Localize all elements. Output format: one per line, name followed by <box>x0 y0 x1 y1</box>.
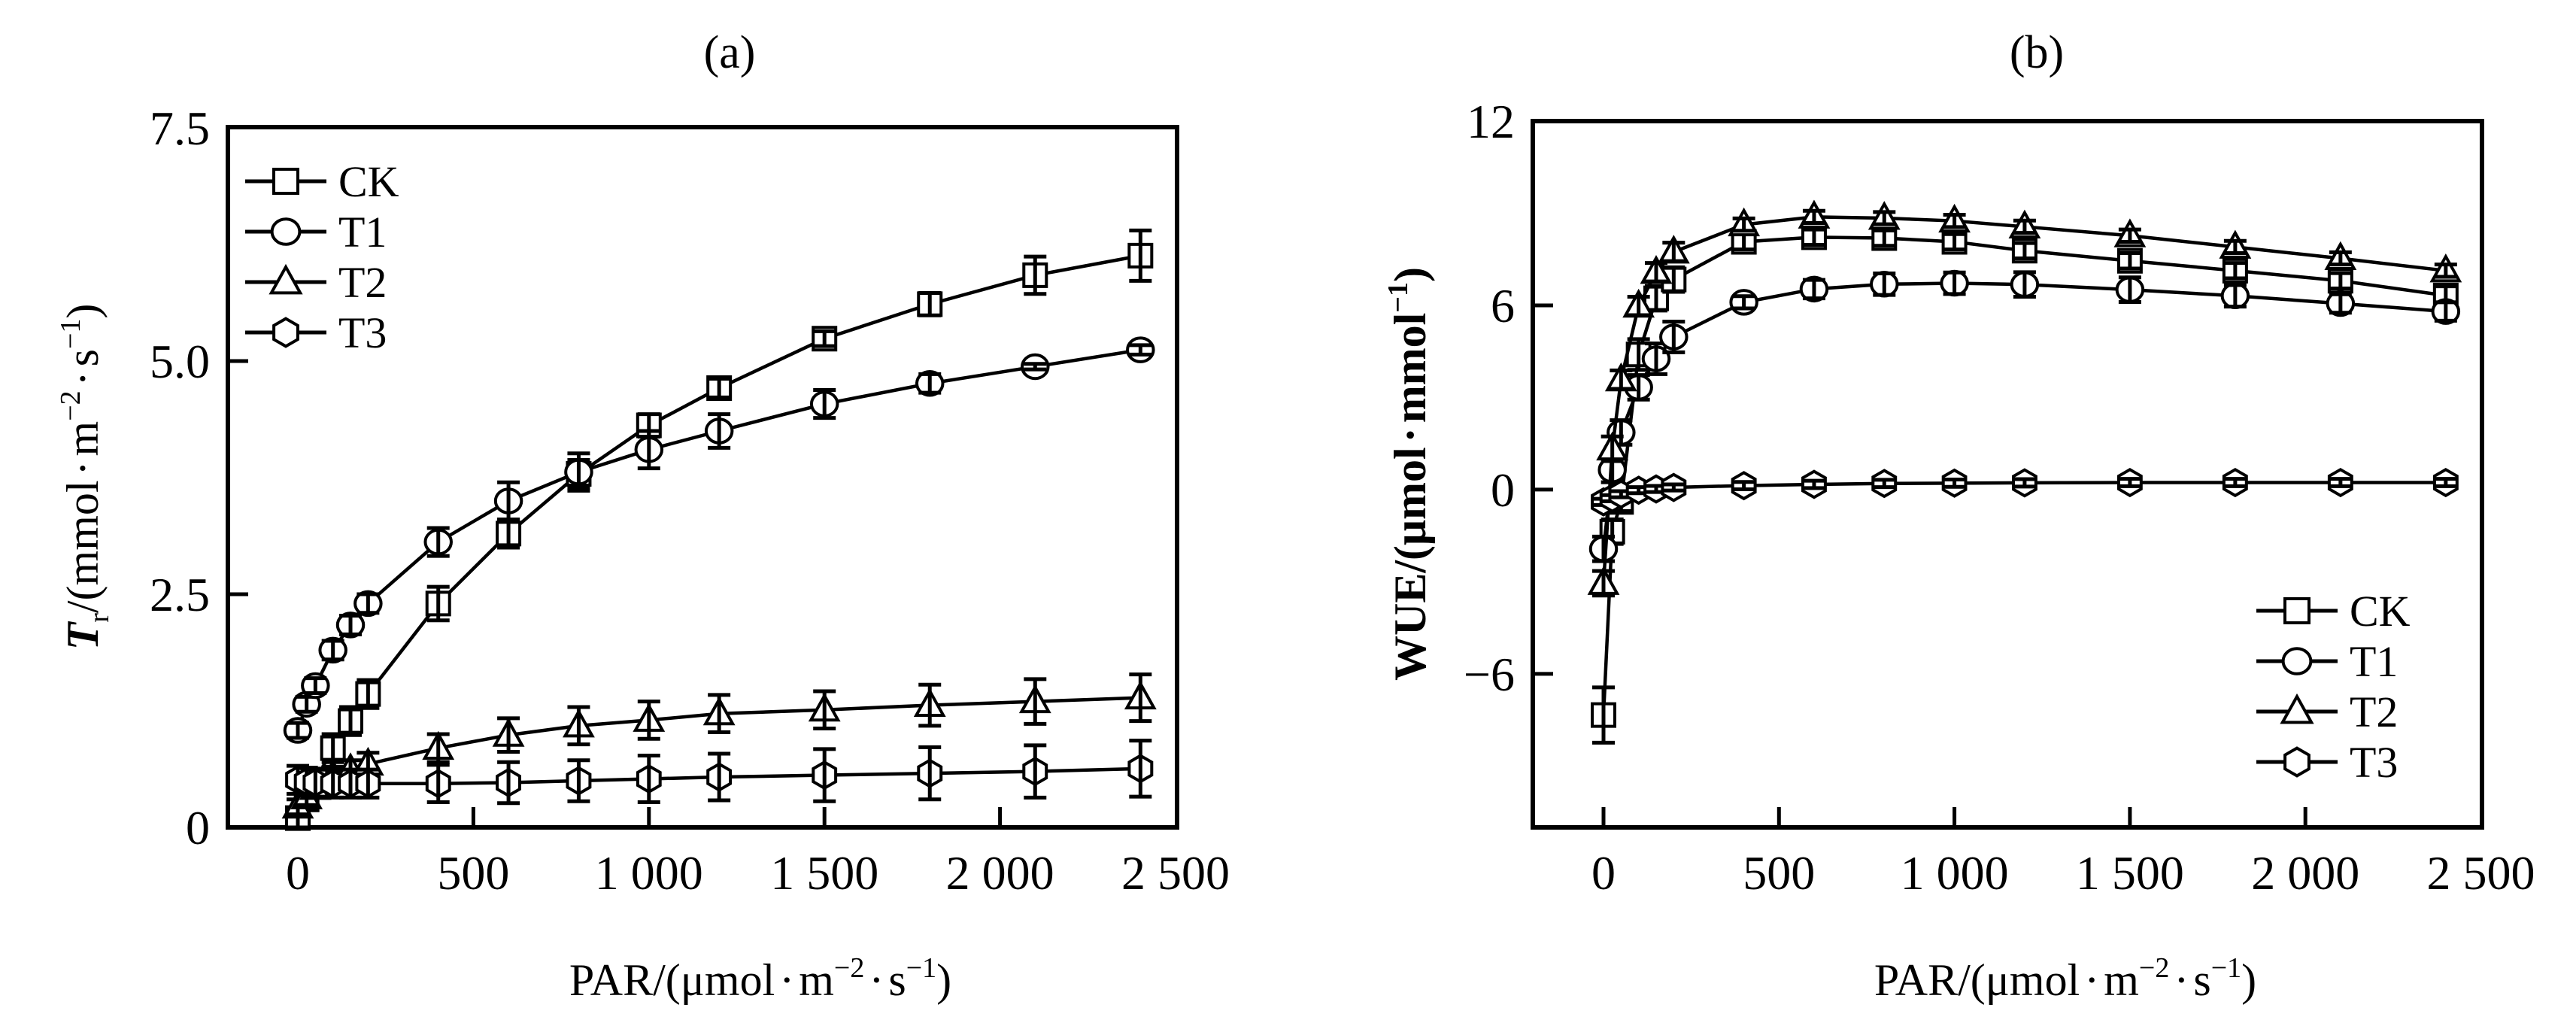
legend-label: T1 <box>338 208 387 256</box>
panel-b-title: (b) <box>2010 27 2064 78</box>
series-t3 <box>1591 467 2459 517</box>
legend-item-t3: T3 <box>2256 738 2398 787</box>
y-tick-label: 12 <box>1467 95 1515 148</box>
x-tick-label: 1 000 <box>595 846 703 900</box>
panel-b-plot-frame <box>1531 119 2484 830</box>
legend-item-ck: CK <box>245 157 399 206</box>
series-t1 <box>1588 269 2461 563</box>
x-tick-label: 1 500 <box>2076 846 2184 900</box>
panel-b-x-axis-label: PAR/(μmol · m−2 · s−1) <box>1874 952 2256 1005</box>
panel-a-title: (a) <box>704 27 756 78</box>
legend-marker-circle-icon <box>270 217 302 246</box>
legend-label: CK <box>2350 587 2411 636</box>
panel-a-y-axis-label: Tr/(mmol·m−2·s−1) <box>55 304 115 651</box>
y-tick-label: 5.0 <box>150 335 210 388</box>
y-tick-label: 7.5 <box>150 102 210 155</box>
legend-label: CK <box>338 157 399 206</box>
panel-b-y-axis-label: WUE/(μmol·mmol−1) <box>1382 267 1435 681</box>
panel-a-x-axis-label: PAR/(μmol · m−2 · s−1) <box>569 952 951 1005</box>
panel-a-series <box>281 228 1157 831</box>
panel-b-water-use-efficiency: (b) 0 500 1 000 1 500 2 000 2 500 −6 0 6 12 PAR/(… <box>1382 27 2535 1005</box>
y-tick-label: −6 <box>1464 648 1515 701</box>
panel-b-ticks: 0 500 1 000 1 500 2 000 2 500 −6 0 6 12 <box>1464 95 2535 900</box>
legend-label: T3 <box>2350 738 2398 787</box>
legend-marker-hexagon-icon <box>2283 746 2311 778</box>
legend-label: T2 <box>2350 687 2398 736</box>
series-line-t1 <box>1601 281 2447 549</box>
x-tick-label: 2 000 <box>946 846 1054 900</box>
y-tick-label: 0 <box>186 801 210 854</box>
panel-a-plot-frame <box>226 125 1179 830</box>
x-tick-label: 500 <box>1743 846 1815 900</box>
x-tick-label: 2 500 <box>2427 846 2535 900</box>
legend-marker-triangle-icon <box>2280 693 2314 724</box>
x-tick-label: 1 500 <box>770 846 878 900</box>
legend-marker-triangle-icon <box>269 263 303 295</box>
legend-label: T2 <box>338 258 387 307</box>
legend-label: T1 <box>2350 637 2398 686</box>
series-ck <box>285 228 1154 831</box>
x-tick-label: 0 <box>286 846 310 900</box>
legend-marker-square-icon <box>272 168 299 195</box>
legend-item-t3: T3 <box>245 308 387 357</box>
panel-b-series <box>1587 199 2462 745</box>
y-tick-label: 0 <box>1491 463 1515 517</box>
panel-a-transpiration: (a) 0 500 1 000 1 500 2 000 2 500 0 2.5 5.0 7.5 P… <box>55 27 1230 1005</box>
series-t1 <box>283 336 1155 744</box>
x-tick-label: 2 500 <box>1121 846 1230 900</box>
series-t2 <box>1587 199 2462 598</box>
legend-marker-hexagon-icon <box>272 317 299 348</box>
x-tick-label: 500 <box>437 846 509 900</box>
legend-item-t2: T2 <box>2256 687 2398 736</box>
panel-a-ticks: 0 500 1 000 1 500 2 000 2 500 0 2.5 5.0 7.5 <box>150 102 1230 900</box>
legend-item-t1: T1 <box>245 208 387 256</box>
legend-item-t2: T2 <box>245 258 387 307</box>
y-tick-label: 2.5 <box>150 568 210 621</box>
x-tick-label: 2 000 <box>2251 846 2359 900</box>
legend-marker-circle-icon <box>2281 647 2313 675</box>
x-tick-label: 1 000 <box>1901 846 2009 900</box>
legend-item-t1: T1 <box>2256 637 2398 686</box>
legend-marker-square-icon <box>2283 597 2311 624</box>
x-tick-label: 0 <box>1591 846 1616 900</box>
legend-label: T3 <box>338 308 387 357</box>
series-t3 <box>285 739 1154 806</box>
y-tick-label: 6 <box>1491 279 1515 332</box>
legend-item-ck: CK <box>2256 587 2411 636</box>
